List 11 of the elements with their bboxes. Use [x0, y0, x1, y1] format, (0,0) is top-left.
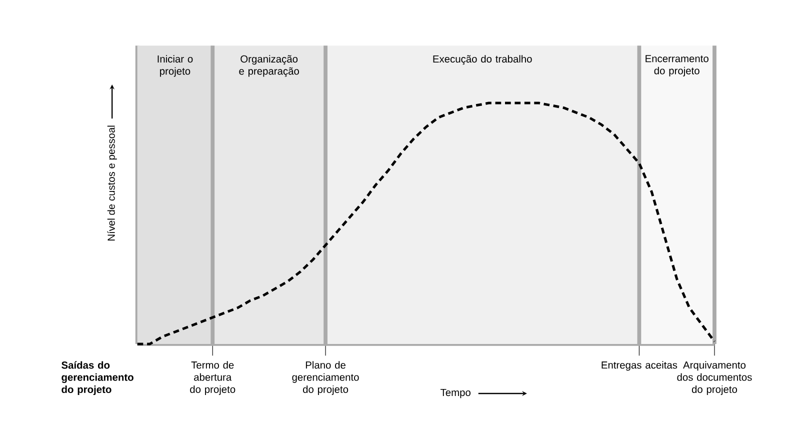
text: Iniciar o projeto	[158, 55, 193, 77]
text: Saídas do gerenciamento do projeto	[62, 361, 134, 396]
band-label: Organização e preparação	[239, 55, 299, 77]
x-axis-title: Tempo	[440, 388, 470, 398]
x-tick-label: Plano de gerenciamento do projeto	[292, 361, 359, 395]
x-tick-label: Entregas aceitas	[602, 361, 678, 371]
y-axis-title: Nível de custos e pessoal	[107, 126, 117, 240]
band-label: Encerramento do projeto	[646, 55, 708, 76]
x-tick-label: Arquivamento dos documentos do projeto	[677, 361, 752, 395]
band-label: Execução do trabalho	[433, 55, 532, 65]
x-tick-label: Termo de abertura do projeto	[190, 361, 236, 395]
